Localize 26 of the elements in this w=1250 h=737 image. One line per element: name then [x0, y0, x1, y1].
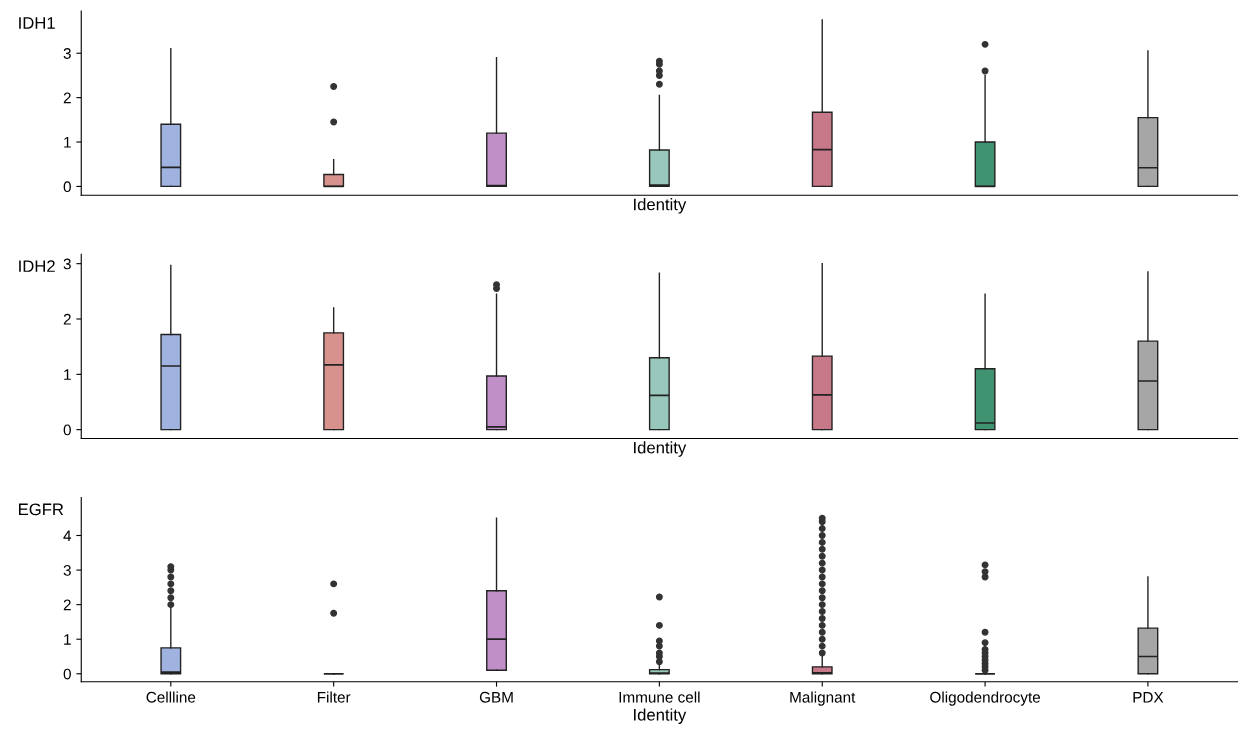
x-tick-label: Filter — [317, 691, 351, 703]
y-tick-label: 0 — [63, 181, 71, 193]
y-tick-label: 4 — [63, 530, 72, 542]
x-tick-label: Oligodendrocyte — [930, 691, 1041, 706]
y-tick-label: 2 — [63, 599, 71, 611]
y-tick-label: 2 — [63, 92, 71, 104]
x-axis-title: Identity — [634, 708, 687, 724]
y-tick-label: 1 — [64, 634, 71, 645]
y-tick-label: 0 — [63, 668, 71, 680]
x-axis-title: Identity — [634, 198, 687, 214]
y-axis-title: EGFR — [19, 503, 64, 516]
y-tick-label: 2 — [63, 313, 71, 325]
y-axis-title: IDH1 — [19, 17, 55, 29]
y-tick-label: 3 — [63, 258, 71, 270]
x-tick-label: Malignant — [790, 691, 856, 706]
x-axis-title: Identity — [634, 441, 687, 457]
x-tick-label: Immune cell — [619, 691, 700, 703]
y-axis-title: IDH2 — [19, 260, 55, 272]
y-tick-label: 1 — [64, 137, 71, 148]
x-tick-label: Cellline — [146, 691, 196, 703]
y-tick-label: 3 — [63, 564, 71, 576]
x-tick-label: GBM — [479, 691, 513, 703]
y-tick-label: 1 — [64, 369, 71, 380]
x-tick-label: PDX — [1133, 692, 1164, 703]
y-tick-label: 0 — [63, 424, 71, 436]
y-tick-label: 3 — [63, 48, 71, 59]
